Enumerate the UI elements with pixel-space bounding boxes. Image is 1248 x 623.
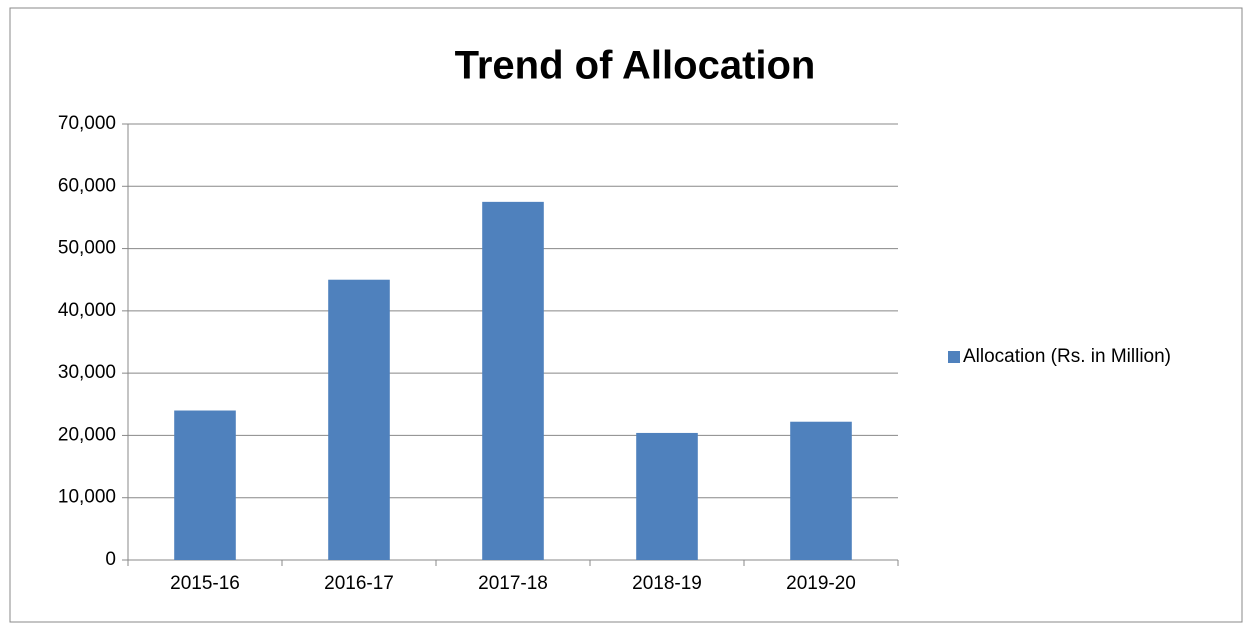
x-tick-label: 2019-20: [786, 573, 856, 594]
chart-title: Trend of Allocation: [455, 44, 816, 88]
y-tick-label: 60,000: [58, 175, 116, 196]
x-tick-label: 2017-18: [478, 573, 548, 594]
bar: [482, 201, 544, 560]
y-tick-label: 40,000: [58, 300, 116, 321]
legend-label: Allocation (Rs. in Million): [963, 346, 1171, 367]
x-tick-label: 2015-16: [170, 573, 240, 594]
y-tick-label: 10,000: [58, 487, 116, 508]
y-tick-label: 70,000: [58, 113, 116, 134]
bar: [636, 432, 698, 560]
x-tick-label: 2018-19: [632, 573, 702, 594]
legend-swatch: [948, 351, 960, 363]
x-tick-label: 2016-17: [324, 573, 394, 594]
y-tick-label: 30,000: [58, 362, 116, 383]
y-tick-label: 20,000: [58, 424, 116, 445]
bar: [790, 421, 852, 560]
bar: [328, 279, 390, 560]
y-tick-label: 0: [105, 549, 116, 570]
bar: [174, 410, 236, 560]
y-tick-label: 50,000: [58, 238, 116, 259]
